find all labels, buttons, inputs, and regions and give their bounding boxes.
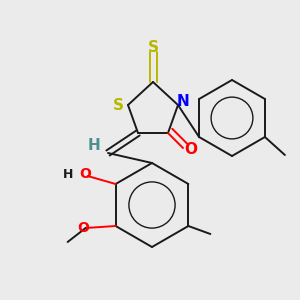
Text: H: H bbox=[88, 137, 100, 152]
Text: H: H bbox=[62, 167, 73, 181]
Text: S: S bbox=[112, 98, 124, 112]
Text: O: O bbox=[80, 167, 92, 181]
Text: S: S bbox=[148, 40, 158, 55]
Text: O: O bbox=[78, 221, 90, 235]
Text: O: O bbox=[184, 142, 197, 158]
Text: N: N bbox=[177, 94, 189, 110]
